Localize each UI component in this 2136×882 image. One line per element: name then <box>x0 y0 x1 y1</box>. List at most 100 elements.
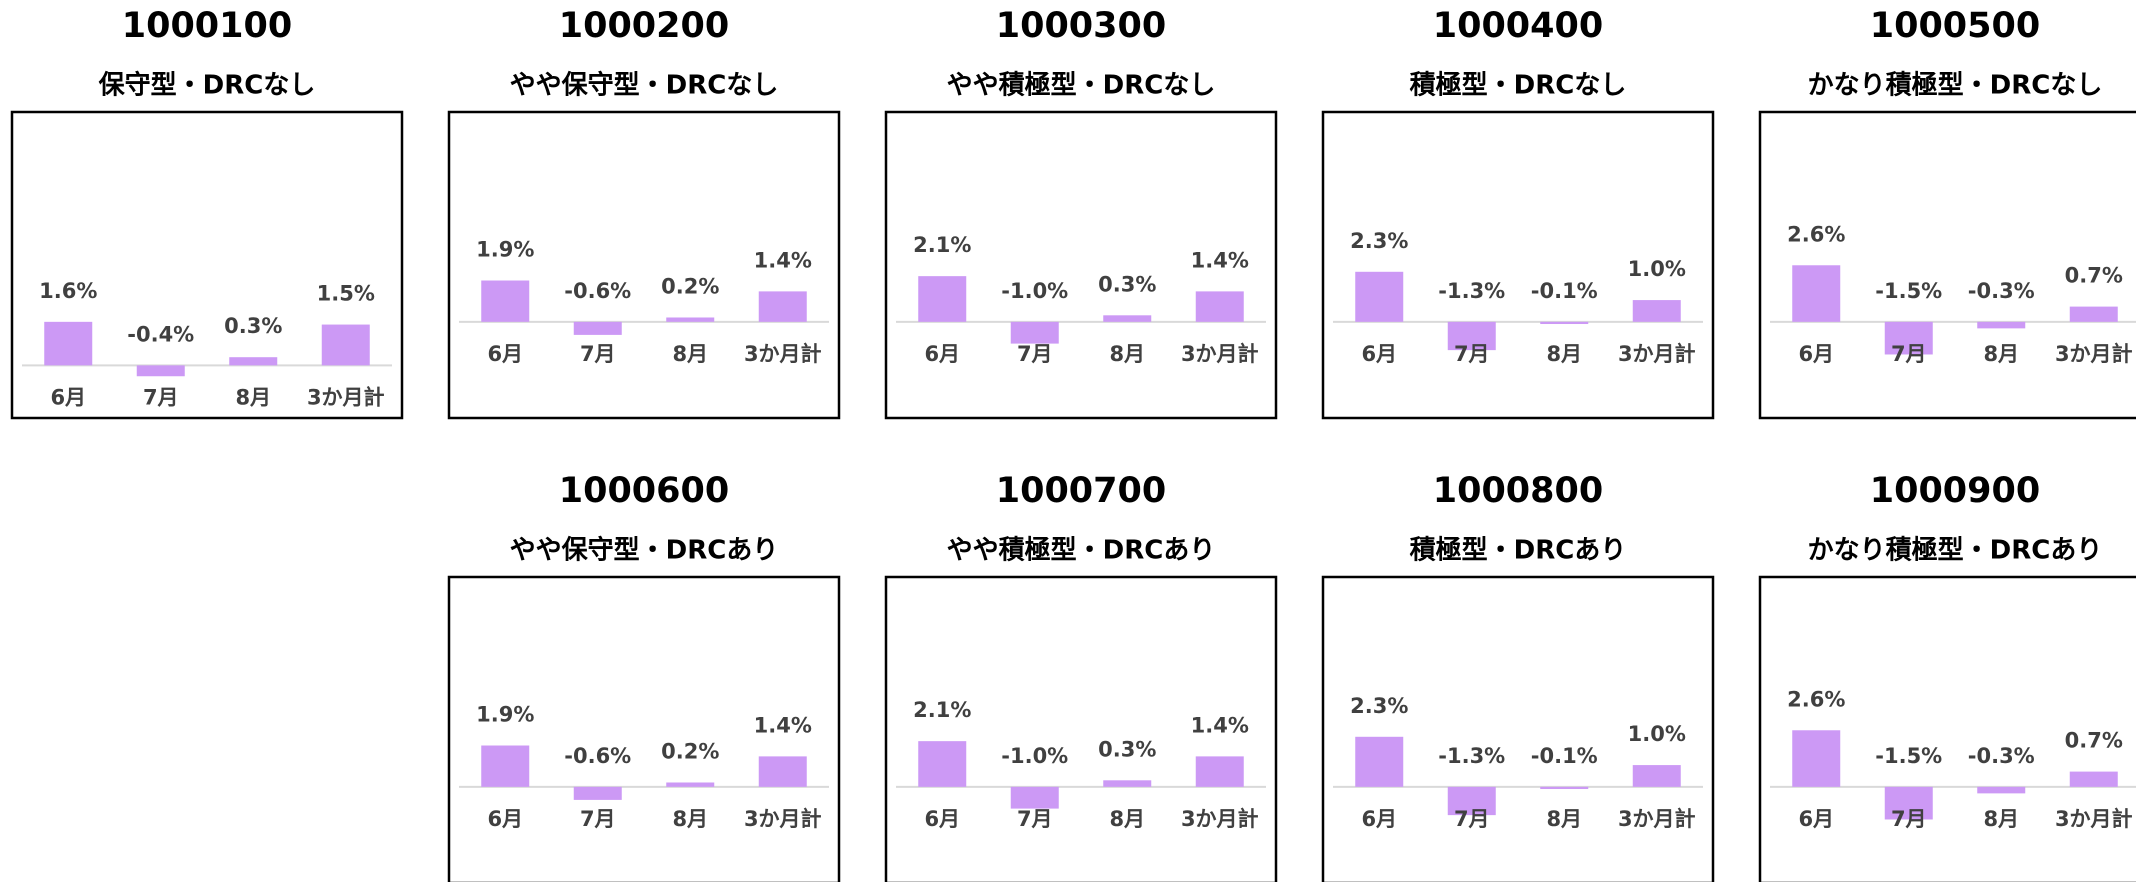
bar <box>1355 736 1404 787</box>
bar <box>229 357 278 366</box>
bar <box>1355 271 1404 322</box>
data-label: 0.3% <box>1098 272 1156 296</box>
x-tick-label: 3か月計 <box>1181 807 1259 831</box>
chart-title: 1000900 <box>1870 471 2040 511</box>
bar <box>918 741 967 787</box>
bar <box>573 786 622 800</box>
bar <box>758 756 807 787</box>
data-label: -0.3% <box>1968 279 2035 303</box>
data-label: 2.1% <box>913 233 971 257</box>
bar <box>44 321 93 366</box>
chart-title: 1000500 <box>1870 6 2040 46</box>
bar <box>2069 771 2118 787</box>
bar <box>573 321 622 335</box>
x-tick-label: 6月 <box>1361 342 1397 366</box>
x-tick-label: 3か月計 <box>1181 342 1259 366</box>
bar <box>1103 780 1152 787</box>
data-label: -0.6% <box>564 279 631 303</box>
data-label: -1.0% <box>1001 279 1068 303</box>
data-label: -1.5% <box>1875 744 1942 768</box>
data-label: -0.1% <box>1531 279 1598 303</box>
data-label: 1.4% <box>754 713 812 737</box>
x-tick-label: 7月 <box>1017 342 1053 366</box>
x-tick-label: 8月 <box>1983 807 2019 831</box>
x-tick-label: 7月 <box>1891 342 1927 366</box>
x-tick-label: 7月 <box>143 385 179 409</box>
x-tick-label: 8月 <box>1109 807 1145 831</box>
data-label: 1.4% <box>754 248 812 272</box>
x-tick-label: 3か月計 <box>1618 342 1696 366</box>
chart-frame <box>447 575 841 882</box>
bar <box>481 745 530 787</box>
chart-frame <box>1321 575 1715 882</box>
bar <box>1103 315 1152 322</box>
x-tick-label: 8月 <box>1109 342 1145 366</box>
x-tick-label: 6月 <box>1361 807 1397 831</box>
chart-subtitle: やや積極型・DRCあり <box>947 536 1216 566</box>
chart-subtitle: 保守型・DRCなし <box>98 70 316 101</box>
x-tick-label: 6月 <box>924 342 960 366</box>
x-tick-label: 7月 <box>1017 807 1053 831</box>
data-label: 2.3% <box>1350 694 1408 718</box>
x-tick-label: 6月 <box>924 807 960 831</box>
chart-title: 1000700 <box>996 471 1166 511</box>
chart-subtitle: やや保守型・DRCなし <box>510 70 779 101</box>
data-label: -0.3% <box>1968 744 2035 768</box>
data-label: 2.3% <box>1350 229 1408 253</box>
bar <box>666 782 715 787</box>
x-tick-label: 6月 <box>487 807 523 831</box>
bar <box>1977 321 2026 329</box>
data-label: 1.9% <box>476 237 534 261</box>
x-tick-label: 8月 <box>672 807 708 831</box>
chart-subtitle: やや保守型・DRCあり <box>510 535 779 566</box>
data-label: 1.6% <box>39 279 97 303</box>
bar <box>1632 300 1681 322</box>
x-tick-label: 7月 <box>1891 807 1927 831</box>
data-label: 2.1% <box>913 698 971 722</box>
data-label: 0.7% <box>2065 264 2123 288</box>
x-tick-label: 8月 <box>672 342 708 366</box>
bar <box>1792 730 1841 787</box>
x-tick-label: 3か月計 <box>744 807 822 831</box>
data-label: 0.2% <box>661 739 719 763</box>
bar <box>1447 786 1496 816</box>
x-tick-label: 8月 <box>235 385 271 409</box>
data-label: 2.6% <box>1787 687 1845 711</box>
chart-frame <box>1758 575 2136 882</box>
data-label: 1.0% <box>1628 257 1686 281</box>
data-label: 1.9% <box>476 702 534 726</box>
data-label: -0.1% <box>1531 744 1598 768</box>
chart-title: 1000300 <box>996 6 1166 46</box>
bar <box>1540 321 1589 325</box>
x-tick-label: 8月 <box>1546 807 1582 831</box>
x-tick-label: 8月 <box>1983 342 2019 366</box>
x-tick-label: 3か月計 <box>307 385 385 409</box>
data-label: 1.4% <box>1191 713 1249 737</box>
x-tick-label: 7月 <box>580 342 616 366</box>
chart-frame <box>447 110 841 420</box>
chart-frame <box>1321 110 1715 420</box>
bar <box>1884 786 1933 820</box>
data-label: 0.3% <box>1098 737 1156 761</box>
bar <box>1884 321 1933 355</box>
chart-title: 1000400 <box>1433 6 1603 46</box>
chart-title: 1000200 <box>559 6 729 46</box>
bar <box>1977 786 2026 794</box>
data-label: 1.4% <box>1191 248 1249 272</box>
data-label: 0.7% <box>2065 729 2123 753</box>
chart-title: 1000800 <box>1433 471 1603 511</box>
chart-title: 1000600 <box>559 471 729 511</box>
bar <box>1195 291 1244 322</box>
data-label: -1.3% <box>1438 279 1505 303</box>
chart-frame <box>1758 110 2136 420</box>
data-label: 0.3% <box>224 314 282 338</box>
x-tick-label: 3か月計 <box>2055 807 2133 831</box>
data-label: -0.4% <box>127 322 194 346</box>
bar <box>918 276 967 322</box>
data-label: -1.5% <box>1875 279 1942 303</box>
data-label: 1.0% <box>1628 722 1686 746</box>
chart-subtitle: 積極型・DRCあり <box>1410 536 1627 566</box>
bar <box>1010 786 1059 809</box>
bar <box>136 365 185 377</box>
